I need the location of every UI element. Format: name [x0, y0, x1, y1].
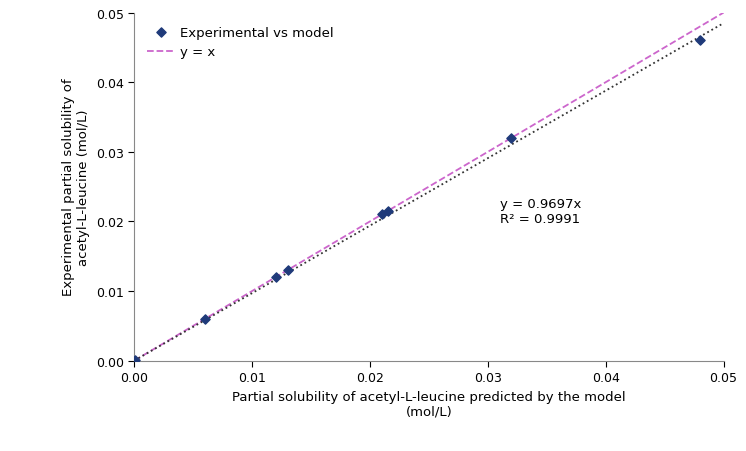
- Text: y = 0.9697x
R² = 0.9991: y = 0.9697x R² = 0.9991: [500, 198, 581, 226]
- y = x: [627, 65, 636, 71]
- y = x: [479, 152, 488, 158]
- Experimental vs model: [506, 135, 518, 142]
- y = x: [480, 152, 489, 157]
- y = x: [130, 358, 139, 364]
- Experimental vs model: [199, 316, 211, 323]
- Y-axis label: Experimental partial solubility of
acetyl-L-leucine (mol/L): Experimental partial solubility of acety…: [63, 78, 90, 296]
- Experimental vs model: [376, 212, 388, 219]
- y = x: [132, 357, 141, 362]
- Experimental vs model: [270, 274, 282, 281]
- y = x: [491, 146, 500, 151]
- Legend: Experimental vs model, y = x: Experimental vs model, y = x: [141, 20, 341, 66]
- y = x: [664, 43, 673, 49]
- Experimental vs model: [382, 208, 394, 215]
- y = x: [719, 11, 728, 16]
- X-axis label: Partial solubility of acetyl-L-leucine predicted by the model
(mol/L): Partial solubility of acetyl-L-leucine p…: [232, 390, 626, 418]
- Experimental vs model: [281, 267, 293, 274]
- Experimental vs model: [130, 356, 142, 364]
- Line: y = x: y = x: [134, 14, 724, 361]
- Experimental vs model: [694, 38, 706, 45]
